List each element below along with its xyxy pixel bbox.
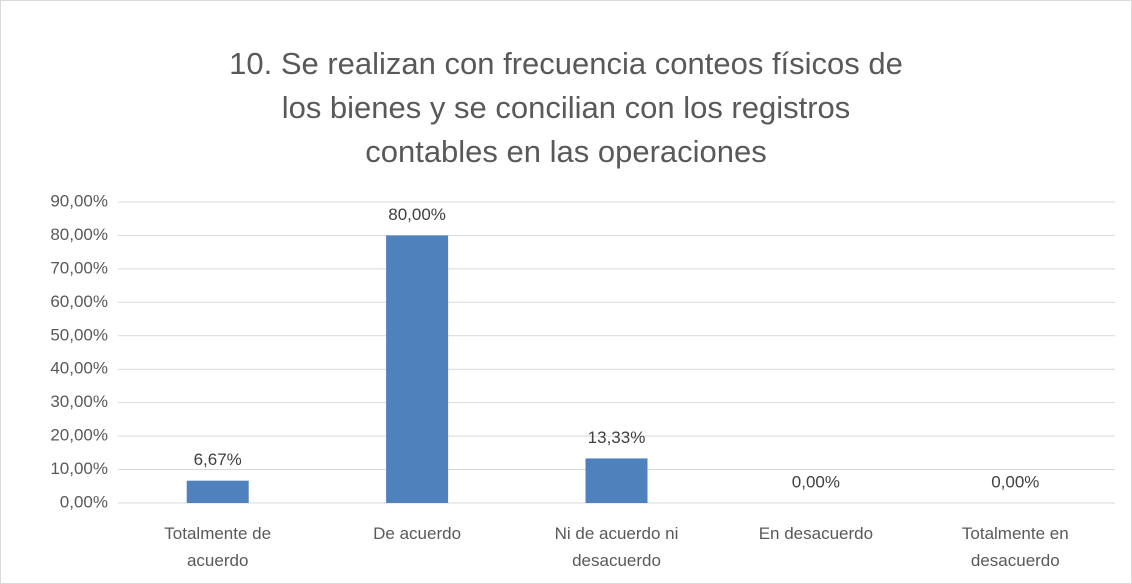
x-tick-label: En desacuerdo [758,524,874,543]
y-tick-label: 80,00% [50,225,108,244]
data-label: 0,00% [991,472,1039,491]
bar [386,235,449,503]
y-tick-label: 10,00% [50,459,108,478]
x-tick-label: Totalmente en desacuerdo [961,524,1069,570]
y-tick-label: 70,00% [50,258,108,277]
y-tick-label: 40,00% [50,359,108,378]
data-label: 6,67% [194,450,242,469]
bar [186,480,249,503]
x-tick-label: Totalmente de acuerdo [164,524,272,570]
chart-title: 10. Se realizan con frecuencia conteos f… [229,46,903,169]
y-tick-label: 30,00% [50,392,108,411]
data-label: 80,00% [388,205,446,224]
y-tick-label: 90,00% [50,191,108,210]
y-tick-label: 60,00% [50,292,108,311]
x-tick-label: Ni de acuerdo ni desacuerdo [554,524,679,570]
data-label: 0,00% [792,472,840,491]
data-label: 13,33% [588,428,646,447]
y-tick-label: 50,00% [50,325,108,344]
x-tick-label: De acuerdo [373,524,462,543]
bar [585,458,648,503]
y-tick-label: 0,00% [60,492,108,511]
y-tick-label: 20,00% [50,426,108,445]
